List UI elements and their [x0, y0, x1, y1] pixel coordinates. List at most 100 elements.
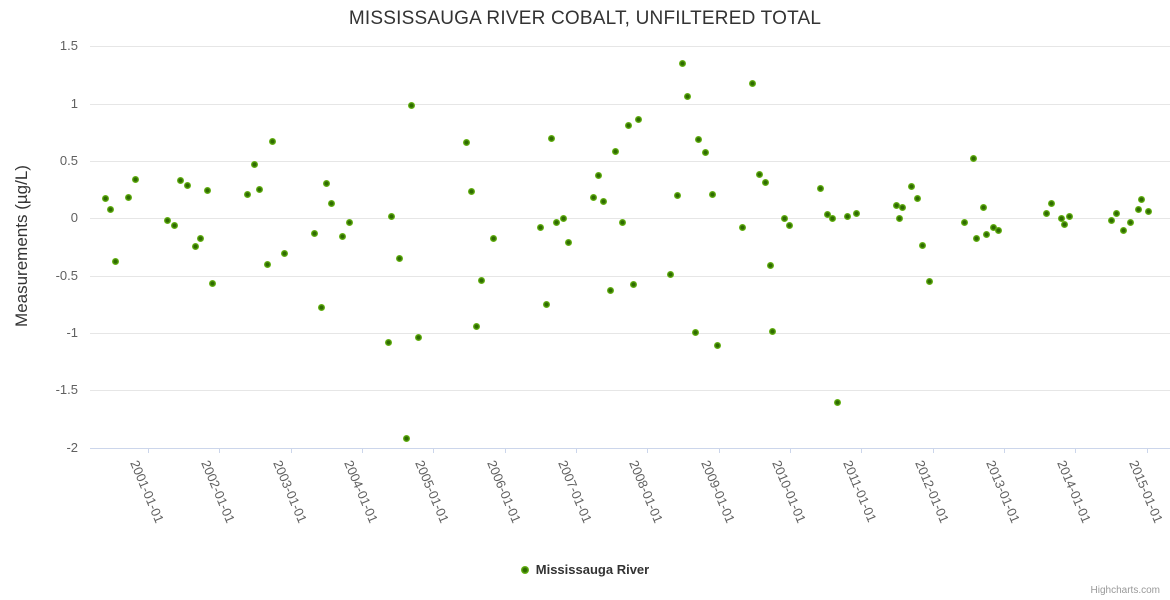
- data-point[interactable]: [683, 93, 691, 101]
- data-point[interactable]: [196, 235, 204, 243]
- data-point[interactable]: [817, 185, 825, 192]
- data-point[interactable]: [892, 202, 900, 210]
- data-point[interactable]: [548, 134, 556, 142]
- data-point[interactable]: [919, 242, 927, 250]
- data-point[interactable]: [208, 280, 216, 288]
- legend[interactable]: Mississauga River: [0, 562, 1170, 577]
- data-point[interactable]: [702, 149, 710, 157]
- data-point[interactable]: [713, 342, 721, 349]
- data-point[interactable]: [914, 195, 922, 203]
- data-point[interactable]: [1127, 219, 1135, 227]
- data-point[interactable]: [781, 214, 789, 222]
- data-point[interactable]: [1145, 207, 1153, 215]
- data-point[interactable]: [164, 217, 172, 225]
- data-point[interactable]: [973, 235, 981, 243]
- data-point[interactable]: [989, 223, 997, 231]
- data-point[interactable]: [1134, 205, 1142, 213]
- data-point[interactable]: [396, 254, 404, 262]
- data-point[interactable]: [969, 155, 977, 163]
- data-point[interactable]: [1057, 214, 1065, 222]
- data-point[interactable]: [824, 211, 832, 219]
- data-point[interactable]: [327, 199, 335, 207]
- data-point[interactable]: [177, 176, 185, 184]
- data-point[interactable]: [338, 233, 346, 241]
- data-point[interactable]: [250, 160, 258, 168]
- data-point[interactable]: [384, 338, 392, 346]
- data-point[interactable]: [618, 219, 626, 227]
- data-point[interactable]: [101, 195, 109, 203]
- data-point[interactable]: [311, 229, 319, 237]
- data-point[interactable]: [1066, 212, 1074, 220]
- data-point[interactable]: [387, 212, 395, 220]
- data-point[interactable]: [1108, 217, 1116, 225]
- data-point[interactable]: [1119, 227, 1127, 235]
- data-point[interactable]: [630, 281, 638, 289]
- data-point[interactable]: [606, 286, 614, 294]
- data-point[interactable]: [979, 204, 987, 212]
- data-point[interactable]: [473, 322, 481, 330]
- data-point[interactable]: [589, 194, 597, 202]
- data-point[interactable]: [559, 214, 567, 222]
- data-point[interactable]: [695, 135, 703, 143]
- data-point[interactable]: [674, 191, 682, 199]
- data-point[interactable]: [1138, 196, 1146, 204]
- data-point[interactable]: [599, 197, 607, 205]
- data-point[interactable]: [124, 194, 132, 202]
- data-point[interactable]: [994, 227, 1002, 235]
- data-point[interactable]: [925, 277, 933, 285]
- data-point[interactable]: [738, 223, 746, 231]
- data-point[interactable]: [467, 188, 475, 196]
- data-point[interactable]: [244, 190, 252, 198]
- data-point[interactable]: [667, 270, 675, 278]
- data-point[interactable]: [191, 243, 199, 251]
- data-point[interactable]: [414, 333, 422, 341]
- data-point[interactable]: [899, 204, 907, 212]
- data-point[interactable]: [345, 219, 353, 227]
- data-point[interactable]: [748, 79, 756, 87]
- data-point[interactable]: [268, 138, 276, 146]
- data-point[interactable]: [785, 221, 793, 229]
- data-point[interactable]: [896, 214, 904, 222]
- data-point[interactable]: [852, 210, 860, 218]
- data-point[interactable]: [635, 116, 643, 124]
- data-point[interactable]: [106, 205, 114, 213]
- data-point[interactable]: [755, 171, 763, 179]
- data-point[interactable]: [983, 230, 991, 238]
- data-point[interactable]: [112, 258, 120, 266]
- data-point[interactable]: [769, 328, 777, 336]
- data-point[interactable]: [708, 190, 716, 198]
- data-point[interactable]: [478, 276, 486, 284]
- data-point[interactable]: [462, 139, 470, 147]
- data-point[interactable]: [489, 235, 497, 243]
- data-point[interactable]: [678, 60, 686, 68]
- data-point[interactable]: [1061, 220, 1069, 228]
- data-point[interactable]: [536, 223, 544, 231]
- data-point[interactable]: [402, 434, 410, 442]
- data-point[interactable]: [280, 250, 288, 258]
- data-point[interactable]: [542, 300, 550, 308]
- data-point[interactable]: [624, 121, 632, 129]
- data-point[interactable]: [1043, 210, 1051, 218]
- data-point[interactable]: [203, 187, 211, 195]
- data-point[interactable]: [317, 304, 325, 312]
- data-point[interactable]: [833, 399, 841, 407]
- data-point[interactable]: [612, 148, 620, 156]
- data-point[interactable]: [131, 175, 139, 183]
- data-point[interactable]: [828, 214, 836, 222]
- data-point[interactable]: [767, 261, 775, 269]
- data-point[interactable]: [408, 102, 416, 110]
- data-point[interactable]: [322, 180, 330, 188]
- data-point[interactable]: [594, 172, 602, 180]
- data-point[interactable]: [907, 182, 915, 190]
- data-point[interactable]: [255, 186, 263, 194]
- data-point[interactable]: [762, 179, 770, 187]
- data-point[interactable]: [565, 238, 573, 246]
- data-point[interactable]: [183, 181, 191, 189]
- data-point[interactable]: [1113, 210, 1121, 218]
- data-point[interactable]: [691, 329, 699, 337]
- data-point[interactable]: [961, 219, 969, 227]
- highcharts-credit-link[interactable]: Highcharts.com: [1090, 585, 1160, 596]
- data-point[interactable]: [844, 212, 852, 220]
- data-point[interactable]: [263, 260, 271, 268]
- data-point[interactable]: [553, 219, 561, 227]
